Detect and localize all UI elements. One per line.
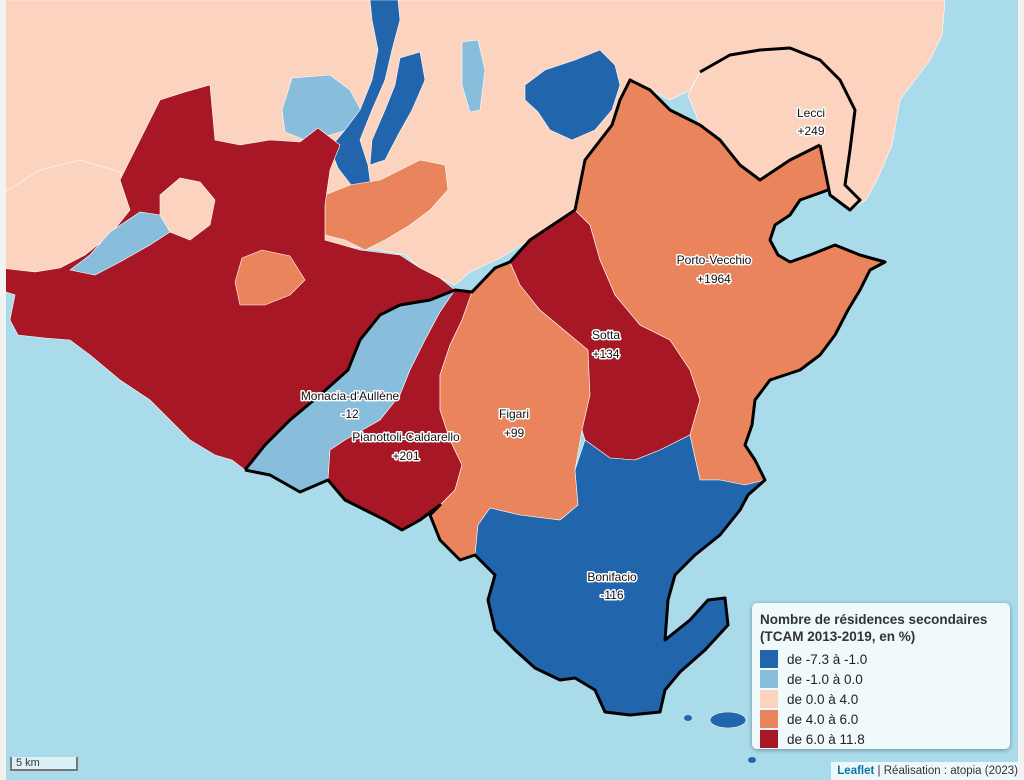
label-bonifacio: Bonifacio -116	[586, 569, 639, 604]
attribution-credit: Réalisation : atopia (2023)	[883, 765, 1018, 777]
legend-title-line2: (TCAM 2013-2019, en %)	[760, 629, 916, 644]
legend-item: de 4.0 à 6.0	[760, 709, 1000, 729]
label-figari-value: +99	[504, 426, 525, 440]
region-west-lightblue	[69, 211, 171, 276]
label-sotta-name: Sotta	[592, 328, 620, 342]
legend-label: de 6.0 à 11.8	[787, 731, 865, 747]
legend-label: de 4.0 à 6.0	[787, 711, 859, 727]
label-monacia: Monacia-d'Aullène -12	[299, 388, 401, 423]
region-north-darkblue-2	[369, 51, 426, 166]
label-sotta-value: +134	[592, 347, 619, 361]
label-figari-name: Figari	[499, 407, 529, 421]
island-small-2	[748, 757, 756, 763]
region-north-lightblue	[281, 74, 363, 141]
boundary-lecci	[699, 46, 862, 212]
legend-title-line1: Nombre de résidences secondaires	[760, 612, 988, 627]
scale-bar: 5 km	[10, 757, 78, 771]
label-sotta: Sotta +134	[590, 327, 621, 363]
label-lecci: Lecci +249	[795, 105, 826, 140]
label-pianottoli: Pianottoli-Caldarello +201	[351, 429, 462, 465]
label-porto-vecchio-name: Porto-Vecchio	[677, 253, 752, 267]
legend-label: de 0.0 à 4.0	[787, 691, 859, 707]
label-monacia-value: -12	[341, 407, 359, 421]
legend-swatch	[760, 650, 778, 668]
label-porto-vecchio: Porto-Vecchio +1964	[675, 252, 753, 288]
region-northeast-darkblue	[524, 49, 621, 141]
boundary-west	[243, 78, 821, 471]
label-lecci-name: Lecci	[797, 106, 825, 120]
attribution: Leaflet | Réalisation : atopia (2023)	[831, 762, 1024, 780]
region-north-orange	[324, 159, 449, 251]
scale-label: 5 km	[16, 757, 40, 769]
label-porto-vecchio-value: +1964	[697, 272, 731, 286]
label-pianottoli-name: Pianottoli-Caldarello	[352, 430, 460, 444]
leaflet-link[interactable]: Leaflet	[837, 765, 875, 777]
legend-items: de -7.3 à -1.0 de -1.0 à 0.0 de 0.0 à 4.0 d…	[760, 649, 1000, 749]
label-monacia-name: Monacia-d'Aullène	[301, 389, 400, 403]
legend-item: de 0.0 à 4.0	[760, 689, 1000, 709]
island-small-1	[684, 715, 692, 721]
legend-swatch	[760, 730, 778, 748]
legend-item: de -7.3 à -1.0	[760, 649, 1000, 669]
attribution-separator: |	[874, 765, 884, 777]
island-lavezzi	[709, 711, 747, 729]
legend-swatch	[760, 690, 778, 708]
boundary-coast	[244, 188, 887, 717]
legend-label: de -1.0 à 0.0	[787, 671, 863, 687]
region-west-orange-enclave	[234, 249, 306, 306]
legend-title: Nombre de résidences secondaires (TCAM 2…	[760, 611, 1000, 645]
legend-swatch	[760, 670, 778, 688]
label-lecci-value: +249	[797, 124, 824, 138]
label-bonifacio-name: Bonifacio	[587, 570, 637, 584]
label-bonifacio-value: -116	[600, 588, 623, 602]
legend-item: de 6.0 à 11.8	[760, 729, 1000, 749]
map-legend: Nombre de résidences secondaires (TCAM 2…	[752, 603, 1010, 749]
legend-swatch	[760, 710, 778, 728]
legend-label: de -7.3 à -1.0	[787, 651, 868, 667]
legend-item: de -1.0 à 0.0	[760, 669, 1000, 689]
label-figari: Figari +99	[497, 406, 530, 442]
region-north-lightblue-strip	[461, 39, 486, 113]
label-pianottoli-value: +201	[392, 449, 419, 463]
